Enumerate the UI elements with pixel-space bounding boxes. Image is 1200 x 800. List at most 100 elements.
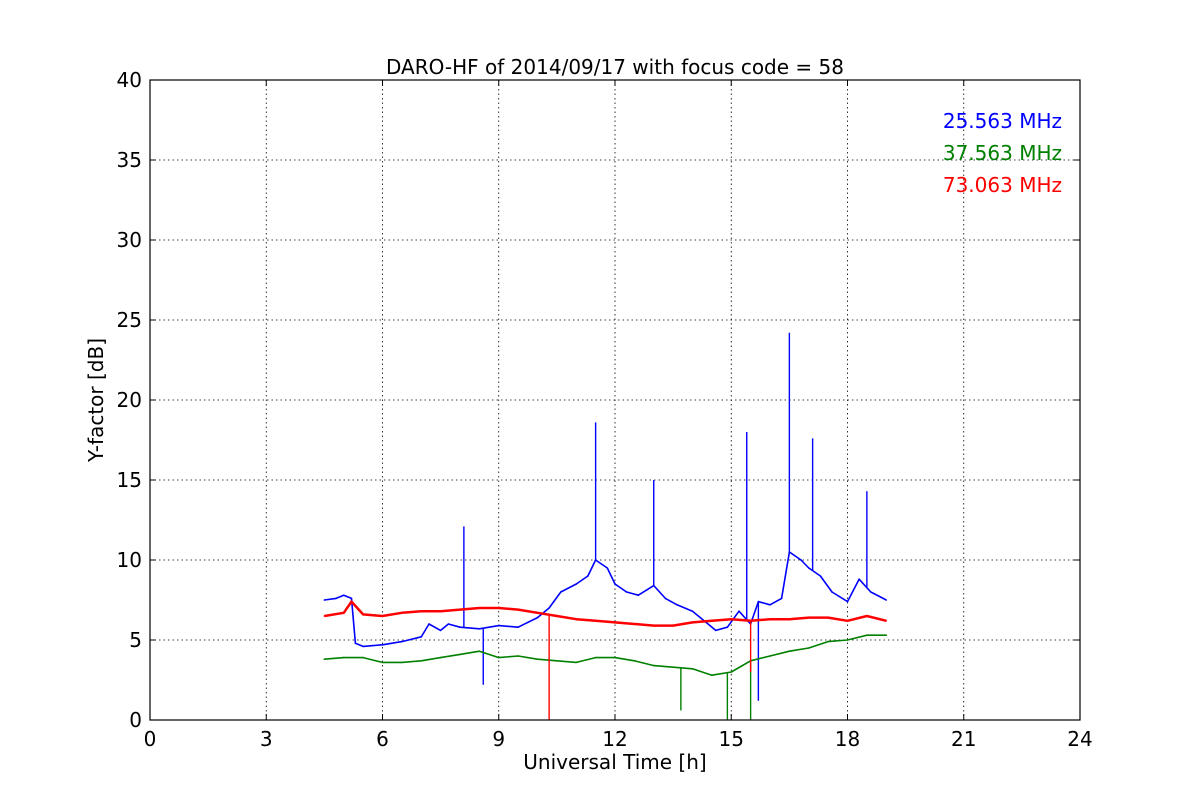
y-tick-label: 5 xyxy=(129,628,142,652)
data-point xyxy=(714,629,717,632)
data-point xyxy=(691,621,694,624)
data-point xyxy=(536,612,539,614)
data-point xyxy=(711,620,713,622)
data-point xyxy=(625,591,628,593)
data-point xyxy=(342,656,345,659)
data-point xyxy=(769,618,771,620)
data-point xyxy=(342,612,345,614)
data-point xyxy=(439,629,442,632)
data-point xyxy=(711,674,713,676)
data-point xyxy=(548,607,550,609)
y-tick-label: 10 xyxy=(117,548,142,572)
data-point xyxy=(869,591,872,593)
data-point xyxy=(447,623,450,625)
data-point xyxy=(780,597,783,600)
data-point xyxy=(401,640,403,643)
data-point xyxy=(478,607,481,609)
data-point xyxy=(819,575,822,577)
data-point xyxy=(420,610,423,612)
data-point xyxy=(439,656,442,659)
data-point xyxy=(587,575,589,577)
x-tick-label: 15 xyxy=(719,727,744,751)
data-point xyxy=(420,660,423,662)
data-point xyxy=(335,597,337,600)
data-point xyxy=(858,578,860,580)
data-point xyxy=(575,618,578,620)
data-point xyxy=(885,599,888,601)
data-point xyxy=(381,644,384,646)
data-point xyxy=(559,591,562,593)
x-tick-label: 3 xyxy=(260,727,273,751)
data-point xyxy=(664,597,667,600)
series-73.063 MHz xyxy=(323,600,888,720)
data-point xyxy=(362,656,364,659)
data-point xyxy=(459,626,461,628)
data-point xyxy=(672,624,674,627)
data-point xyxy=(738,610,740,612)
chart-title: DARO-HF of 2014/09/17 with focus code = … xyxy=(386,55,844,79)
data-point xyxy=(652,624,655,627)
data-point xyxy=(769,655,771,657)
data-point xyxy=(517,608,519,611)
data-point xyxy=(866,615,868,617)
data-point xyxy=(575,583,578,585)
data-point xyxy=(726,626,729,628)
data-point xyxy=(323,599,326,601)
data-point xyxy=(788,650,791,652)
data-point xyxy=(420,636,423,638)
data-point xyxy=(730,671,733,673)
data-point xyxy=(478,628,481,630)
x-tick-label: 0 xyxy=(144,727,157,751)
data-point xyxy=(866,634,868,636)
data-point xyxy=(401,612,403,614)
data-point xyxy=(517,626,519,628)
legend: 25.563 MHz 37.563 MHz 73.063 MHz xyxy=(943,109,1062,197)
data-point xyxy=(401,661,403,664)
data-point xyxy=(606,567,609,569)
data-point xyxy=(633,623,636,625)
y-axis-label: Y-factor [dB] xyxy=(84,338,108,463)
data-point xyxy=(350,600,353,603)
data-point xyxy=(459,653,461,656)
x-tick-label: 21 xyxy=(951,727,976,751)
legend-entry: 37.563 MHz xyxy=(943,141,1062,165)
data-point xyxy=(428,623,430,625)
data-point xyxy=(556,615,558,617)
data-point xyxy=(846,639,849,641)
data-point xyxy=(594,656,597,659)
data-point xyxy=(536,658,539,660)
series-25.563 MHz xyxy=(323,332,888,701)
data-point xyxy=(517,655,519,657)
x-tick-label: 18 xyxy=(835,727,860,751)
data-point xyxy=(556,660,558,662)
y-tick-label: 15 xyxy=(117,468,142,492)
data-point xyxy=(676,604,678,606)
data-point xyxy=(846,620,849,622)
data-point xyxy=(478,650,481,652)
data-point xyxy=(807,647,810,649)
x-tick-label: 12 xyxy=(602,727,627,751)
data-point xyxy=(846,600,849,603)
y-tick-label: 25 xyxy=(117,308,142,332)
ticks: 0 3 6 9 12 15 18 21 24 0 5 10 15 20 25 30 35 40 xyxy=(117,68,1093,751)
data-point xyxy=(800,559,802,561)
data-point xyxy=(362,613,364,616)
data-point xyxy=(637,594,640,596)
data-point xyxy=(354,642,357,644)
legend-entry: 25.563 MHz xyxy=(943,109,1062,133)
y-tick-label: 40 xyxy=(117,68,142,92)
data-point xyxy=(691,610,694,612)
data-point xyxy=(807,616,810,619)
x-tick-label: 24 xyxy=(1067,727,1092,751)
data-point xyxy=(831,591,833,593)
data-point xyxy=(730,618,733,620)
x-tick-label: 9 xyxy=(492,727,505,751)
data-point xyxy=(672,666,674,668)
data-point xyxy=(614,656,616,659)
data-point xyxy=(362,645,364,648)
data-point xyxy=(827,616,829,619)
data-point xyxy=(439,610,442,612)
data-point xyxy=(652,664,655,667)
data-point xyxy=(885,620,888,622)
